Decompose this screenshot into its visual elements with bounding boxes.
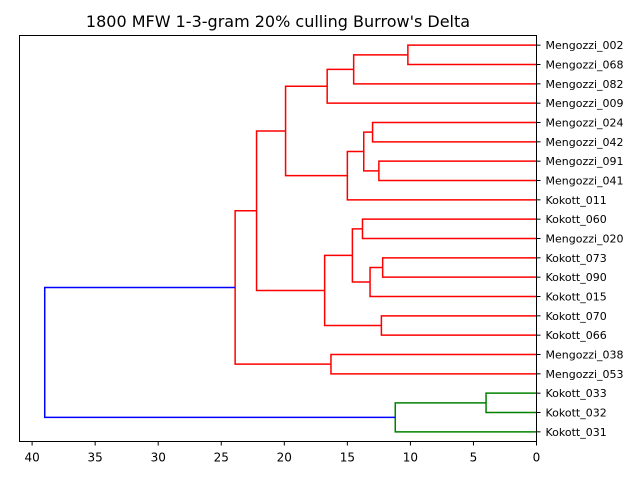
leaf-label: Kokott_066 (546, 329, 607, 342)
leaf-label: Mengozzi_068 (546, 59, 624, 72)
x-tick-label: 30 (151, 451, 166, 465)
x-axis-ticks: 40 35 30 25 20 15 10 5 0 (24, 441, 541, 465)
link-7 (284, 85, 348, 177)
link-4 (378, 160, 537, 182)
link-11 (351, 228, 371, 283)
leaf-label: Mengozzi_038 (546, 349, 624, 362)
leaf-label: Mengozzi_002 (546, 39, 624, 52)
leaf-label: Mengozzi_053 (546, 368, 624, 381)
x-tick-label: 10 (403, 451, 418, 465)
leaf-label: Kokott_090 (546, 271, 607, 284)
plot-frame (19, 35, 537, 442)
leaf-label: Kokott_033 (546, 387, 607, 400)
chart-title: 1800 MFW 1-3-gram 20% culling Burrow's D… (86, 12, 470, 31)
link-15 (330, 353, 537, 375)
leaf-labels: Mengozzi_002 Mengozzi_068 Mengozzi_082 Meng… (536, 39, 624, 439)
link-6 (346, 150, 537, 201)
x-tick-label: 5 (470, 451, 478, 465)
leaf-label: Mengozzi_042 (546, 136, 624, 149)
x-tick-label: 15 (340, 451, 355, 465)
link-9 (381, 257, 537, 278)
link-8 (361, 218, 537, 240)
link-0 (407, 44, 537, 66)
leaf-label: Mengozzi_082 (546, 78, 624, 91)
leaf-label: Kokott_060 (546, 213, 607, 226)
dendrogram-links (43, 44, 537, 433)
x-tick-label: 40 (24, 451, 39, 465)
link-17 (485, 392, 537, 414)
leaf-label: Kokott_073 (546, 252, 607, 265)
leaf-label: Mengozzi_009 (546, 97, 624, 110)
leaf-label: Mengozzi_020 (546, 233, 624, 246)
link-16 (234, 209, 331, 365)
x-tick-label: 35 (88, 451, 103, 465)
link-19 (43, 286, 396, 419)
leaf-label: Kokott_070 (546, 310, 607, 323)
link-18 (394, 402, 537, 433)
link-10 (369, 266, 537, 298)
leaf-label: Kokott_015 (546, 291, 607, 304)
leaf-label: Mengozzi_024 (546, 117, 624, 130)
x-tick-label: 25 (214, 451, 229, 465)
leaf-label: Kokott_032 (546, 407, 607, 420)
link-5 (362, 131, 379, 172)
leaf-label: Kokott_011 (546, 194, 607, 207)
link-2 (326, 68, 537, 104)
x-tick-label: 20 (277, 451, 292, 465)
link-1 (352, 54, 537, 85)
leaf-label: Mengozzi_041 (546, 175, 624, 188)
leaf-label: Mengozzi_091 (546, 155, 624, 168)
link-3 (371, 121, 537, 143)
link-12 (380, 315, 537, 336)
leaf-label: Kokott_031 (546, 426, 607, 439)
link-14 (255, 130, 325, 292)
x-tick-label: 0 (533, 451, 541, 465)
